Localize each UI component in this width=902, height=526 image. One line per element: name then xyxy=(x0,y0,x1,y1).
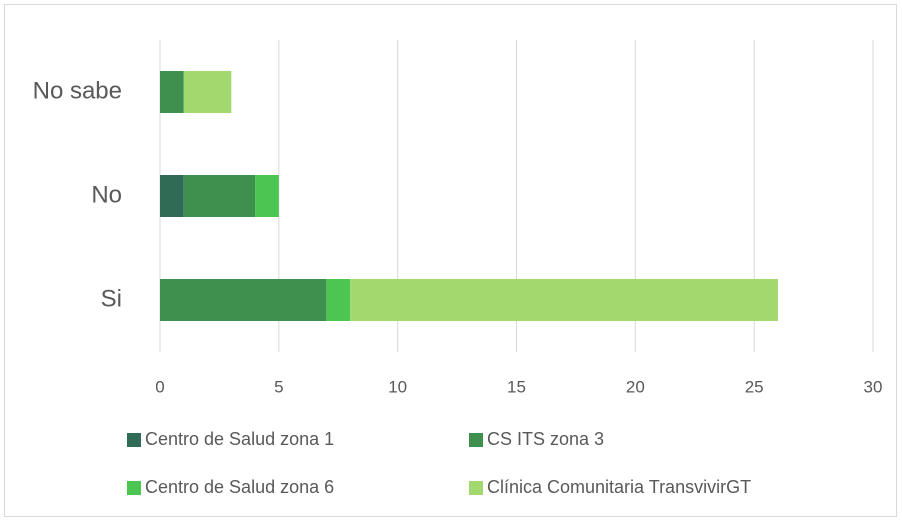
chart-border xyxy=(4,4,897,517)
legend-swatch xyxy=(469,433,483,447)
legend-label: CS ITS zona 3 xyxy=(487,429,604,449)
x-tick-label: 5 xyxy=(274,377,283,396)
legend-swatch xyxy=(127,433,141,447)
legend-swatch xyxy=(469,481,483,495)
x-tick-label: 15 xyxy=(507,377,526,396)
x-tick-label: 0 xyxy=(155,377,164,396)
legend-swatch xyxy=(127,481,141,495)
legend-label: Centro de Salud zona 6 xyxy=(145,477,334,497)
x-tick-label: 25 xyxy=(745,377,764,396)
x-tick-label: 30 xyxy=(864,377,883,396)
y-tick-label: Si xyxy=(101,285,122,312)
bar-segment xyxy=(326,279,351,321)
legend-label: Centro de Salud zona 1 xyxy=(145,429,334,449)
bar-segment xyxy=(160,175,184,217)
x-tick-label: 20 xyxy=(626,377,645,396)
bar-segment xyxy=(183,175,256,217)
bar-segment xyxy=(255,175,279,217)
y-tick-label: No xyxy=(91,181,122,208)
bar-segment xyxy=(183,71,232,113)
bar-segment xyxy=(350,279,778,321)
y-tick-label: No sabe xyxy=(33,77,122,104)
bar-segment xyxy=(160,279,327,321)
legend-label: Clínica Comunitaria TransvivirGT xyxy=(487,477,751,497)
bar-segment xyxy=(160,71,184,113)
x-tick-label: 10 xyxy=(388,377,407,396)
